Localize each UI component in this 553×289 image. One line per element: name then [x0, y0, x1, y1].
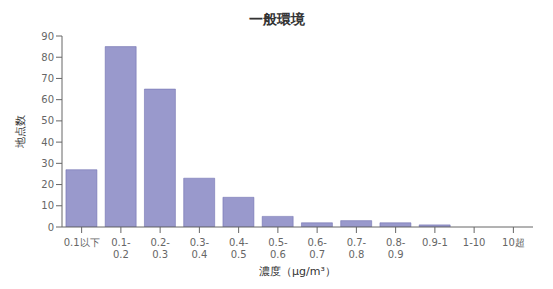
svg-text:濃度（μg/m³）: 濃度（μg/m³）: [259, 265, 336, 278]
svg-text:0.2-0.3: 0.2-0.3: [150, 237, 170, 260]
svg-text:地点数: 地点数: [14, 115, 27, 149]
svg-text:20: 20: [41, 179, 54, 190]
svg-text:1-10: 1-10: [463, 237, 486, 248]
svg-text:0.7-0.8: 0.7-0.8: [347, 237, 367, 260]
svg-text:0.1以下: 0.1以下: [64, 237, 100, 248]
svg-text:10: 10: [41, 200, 54, 211]
svg-text:60: 60: [41, 94, 54, 105]
svg-text:0.9-1: 0.9-1: [422, 237, 448, 248]
svg-text:50: 50: [41, 115, 54, 126]
svg-text:90: 90: [41, 31, 54, 42]
svg-text:0.5-0.6: 0.5-0.6: [268, 237, 288, 260]
svg-text:40: 40: [41, 137, 54, 148]
svg-text:0.6-0.7: 0.6-0.7: [307, 237, 327, 260]
svg-text:0.8-0.9: 0.8-0.9: [386, 237, 406, 260]
html-text:一般環境: 一般環境: [248, 11, 305, 27]
svg-text:10超: 10超: [502, 237, 525, 248]
svg-text:0.4-0.5: 0.4-0.5: [229, 237, 249, 260]
svg-text:0.1-0.2: 0.1-0.2: [111, 237, 131, 260]
svg-text:0.3-0.4: 0.3-0.4: [190, 237, 210, 260]
svg-text:30: 30: [41, 158, 54, 169]
svg-text:80: 80: [41, 52, 54, 63]
svg-text:70: 70: [41, 73, 54, 84]
svg-text:0: 0: [48, 222, 54, 233]
